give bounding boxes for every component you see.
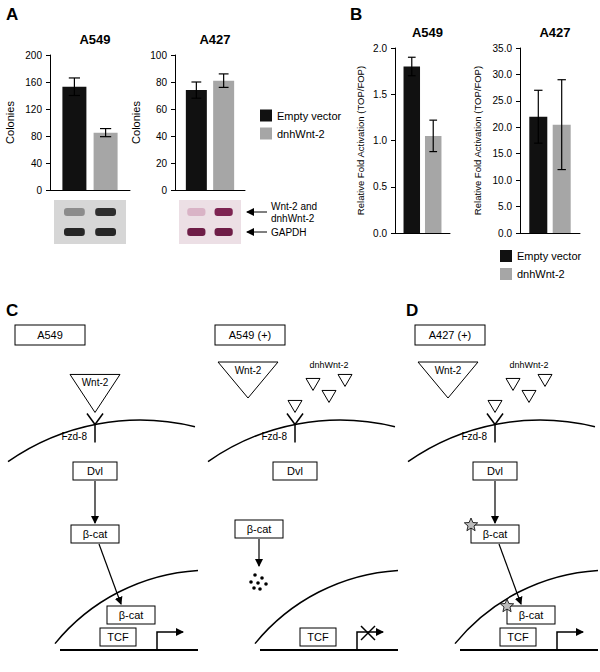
svg-text:TCF: TCF (507, 631, 529, 643)
svg-text:80: 80 (31, 131, 43, 142)
svg-text:20.0: 20.0 (493, 122, 513, 133)
svg-text:A427: A427 (199, 32, 230, 47)
svg-text:B: B (350, 5, 362, 24)
svg-text:A: A (6, 5, 18, 24)
svg-text:β-cat: β-cat (247, 523, 272, 535)
svg-text:TCF: TCF (307, 631, 329, 643)
svg-text:Colonies: Colonies (130, 101, 142, 144)
svg-text:25.0: 25.0 (493, 95, 513, 106)
svg-text:0.5: 0.5 (373, 181, 387, 192)
svg-text:20: 20 (156, 158, 168, 169)
svg-text:15.0: 15.0 (493, 148, 513, 159)
svg-text:dnhWnt-2: dnhWnt-2 (277, 128, 325, 140)
svg-text:Dvl: Dvl (87, 465, 103, 477)
svg-text:40: 40 (156, 131, 168, 142)
svg-text:10.0: 10.0 (493, 175, 513, 186)
svg-text:35.0: 35.0 (493, 43, 513, 54)
svg-text:120: 120 (25, 104, 42, 115)
svg-text:0.0: 0.0 (373, 228, 387, 239)
svg-text:Wnt-2 and: Wnt-2 and (271, 201, 317, 212)
svg-text:200: 200 (25, 50, 42, 61)
svg-text:5.0: 5.0 (498, 201, 512, 212)
svg-text:dnhWnt-2: dnhWnt-2 (271, 213, 315, 224)
svg-text:β-cat: β-cat (519, 609, 544, 621)
svg-text:Wnt-2: Wnt-2 (82, 377, 109, 388)
svg-text:dnhWnt-2: dnhWnt-2 (509, 360, 548, 370)
svg-text:0: 0 (161, 185, 167, 196)
svg-text:A549 (+): A549 (+) (229, 329, 272, 341)
svg-text:β-cat: β-cat (83, 528, 108, 540)
svg-text:Fzd-8: Fzd-8 (461, 431, 487, 442)
svg-text:dnhWnt-2: dnhWnt-2 (517, 268, 565, 280)
svg-text:A549: A549 (37, 329, 63, 341)
svg-text:D: D (406, 301, 418, 320)
svg-text:A549: A549 (79, 32, 110, 47)
svg-text:A549: A549 (412, 25, 443, 40)
svg-text:C: C (6, 301, 18, 320)
svg-text:80: 80 (156, 77, 168, 88)
svg-text:β-cat: β-cat (483, 528, 508, 540)
svg-text:1.0: 1.0 (373, 135, 387, 146)
svg-text:Fzd-8: Fzd-8 (261, 431, 287, 442)
svg-text:A427 (+): A427 (+) (429, 329, 472, 341)
svg-text:Wnt-2: Wnt-2 (235, 365, 262, 376)
svg-text:Dvl: Dvl (287, 465, 303, 477)
svg-text:GAPDH: GAPDH (271, 227, 307, 238)
svg-text:β-cat: β-cat (119, 609, 144, 621)
svg-text:Fzd-8: Fzd-8 (61, 431, 87, 442)
svg-text:40: 40 (31, 158, 43, 169)
svg-text:TCF: TCF (107, 631, 129, 643)
svg-text:2.0: 2.0 (373, 43, 387, 54)
svg-text:Dvl: Dvl (487, 465, 503, 477)
svg-text:60: 60 (156, 104, 168, 115)
svg-text:Relative Fold Activation (TOP/: Relative Fold Activation (TOP/FOP) (472, 66, 483, 215)
svg-text:30.0: 30.0 (493, 69, 513, 80)
svg-text:0.0: 0.0 (498, 228, 512, 239)
svg-text:A427: A427 (539, 25, 570, 40)
svg-text:1.5: 1.5 (373, 89, 387, 100)
svg-text:Relative Fold Activation (TOP/: Relative Fold Activation (TOP/FOP) (355, 66, 366, 215)
svg-text:Empty vector: Empty vector (517, 250, 582, 262)
svg-text:100: 100 (150, 50, 167, 61)
svg-text:Empty vector: Empty vector (277, 110, 342, 122)
svg-text:160: 160 (25, 77, 42, 88)
svg-text:Wnt-2: Wnt-2 (435, 365, 462, 376)
svg-text:0: 0 (36, 185, 42, 196)
svg-text:Colonies: Colonies (4, 101, 16, 144)
svg-text:dnhWnt-2: dnhWnt-2 (309, 360, 348, 370)
